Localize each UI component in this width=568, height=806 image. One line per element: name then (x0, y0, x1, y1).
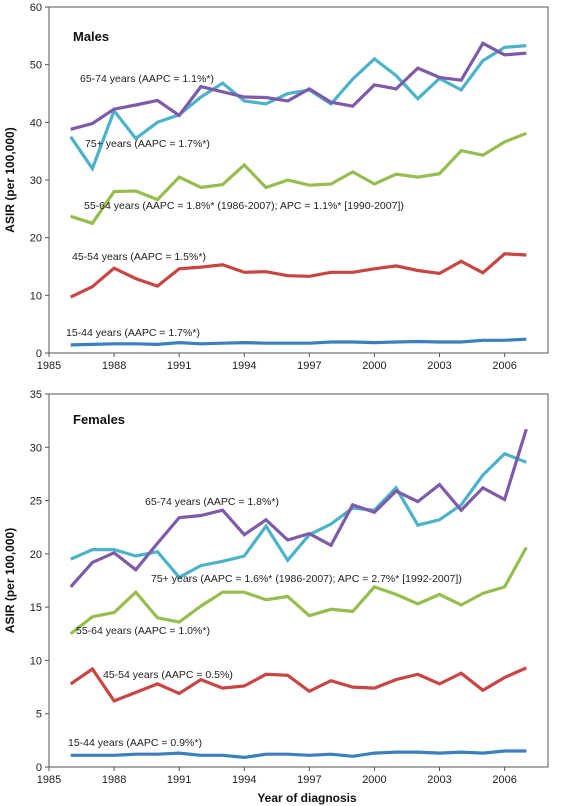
males-x-tick-label: 2003 (427, 360, 451, 372)
males-y-axis-title: ASIR (per 100,000) (3, 127, 17, 232)
females-series-45-54-line (69, 666, 527, 703)
females-y-tick-label: 15 (30, 602, 42, 614)
females-annotation-55-64: 55-64 years (AAPC = 1.0%*) (76, 625, 210, 637)
males-y-tick-label: 40 (30, 117, 42, 129)
males-annotation-15-44: 15-44 years (AAPC = 1.7%*) (66, 327, 200, 339)
males-x-tick-label: 1997 (297, 360, 321, 372)
females-annotation-15-44: 15-44 years (AAPC = 0.9%*) (68, 737, 202, 749)
males-x-tick-label: 1988 (102, 360, 126, 372)
males-y-tick-label: 30 (30, 175, 42, 187)
females-y-tick-label: 10 (30, 655, 42, 667)
males-series-65-74-line (70, 41, 527, 131)
females-annotation-45-54: 45-54 years (AAPC = 0.5%) (103, 669, 233, 681)
females-x-tick-label: 2000 (362, 774, 386, 786)
males-y-tick-label: 60 (30, 2, 42, 14)
males-y-tick-label: 0 (36, 348, 42, 360)
females-y-tick-label: 30 (30, 442, 42, 454)
females-x-tick-label: 1985 (37, 774, 61, 786)
males-panel-title: Males (73, 29, 109, 44)
x-axis-title: Year of diagnosis (257, 791, 357, 805)
males-x-tick-label: 1994 (232, 360, 256, 372)
females-x-tick-label: 1994 (232, 774, 256, 786)
females-y-axis-title: ASIR (per 100,000) (3, 528, 17, 633)
females-y-tick-label: 20 (30, 549, 42, 561)
males-y-tick-label: 50 (30, 60, 42, 72)
females-y-tick-label: 35 (30, 389, 42, 401)
females-annotation-65-74: 65-74 years (AAPC = 1.8%*) (145, 496, 279, 508)
females-series-65-74-line (69, 428, 528, 588)
males-annotation-65-74: 65-74 years (AAPC = 1.1%*) (80, 73, 214, 85)
males-annotation-75plus: 75+ years (AAPC = 1.7%*) (85, 138, 210, 150)
females-x-tick-label: 1988 (102, 774, 126, 786)
females-y-tick-label: 25 (30, 496, 42, 508)
females-annotation-75plus: 75+ years (AAPC = 1.6%* (1986-2007); APC… (151, 573, 462, 585)
males-annotation-55-64: 55-64 years (AAPC = 1.8%* (1986-2007); A… (84, 200, 404, 212)
males-y-tick-label: 20 (30, 233, 42, 245)
males-series-75plus-line (69, 44, 527, 172)
males-x-tick-label: 1991 (167, 360, 191, 372)
males-y-tick-label: 10 (30, 290, 42, 302)
males-series-45-54-line (70, 252, 527, 299)
females-plot-frame (48, 393, 549, 768)
females-panel: 0 5 10 15 20 25 30 35 1985 1988 1991 1994 1997 2000 20… (3, 389, 549, 786)
males-annotation-45-54: 45-54 years (AAPC = 1.5%*) (72, 251, 206, 263)
females-y-tick-label: 0 (36, 762, 42, 774)
males-series-55-64-line (70, 131, 527, 226)
males-x-tick-label: 2000 (362, 360, 386, 372)
females-series-55-64-line (69, 546, 528, 636)
females-series-15-44-line (70, 749, 527, 760)
males-x-tick-label: 1985 (37, 360, 61, 372)
males-series-15-44-line (70, 337, 527, 347)
females-x-tick-label: 2003 (427, 774, 451, 786)
females-x-tick-label: 2006 (492, 774, 516, 786)
females-x-tick-label: 1997 (297, 774, 321, 786)
females-x-tick-label: 1991 (167, 774, 191, 786)
females-series-75plus-line (70, 451, 527, 580)
males-panel: 0 10 20 30 40 50 60 1985 1988 1991 1994 1997 2000 200… (3, 2, 549, 372)
females-panel-title: Females (73, 412, 125, 427)
males-x-tick-label: 2006 (492, 360, 516, 372)
females-y-tick-label: 5 (36, 709, 42, 721)
